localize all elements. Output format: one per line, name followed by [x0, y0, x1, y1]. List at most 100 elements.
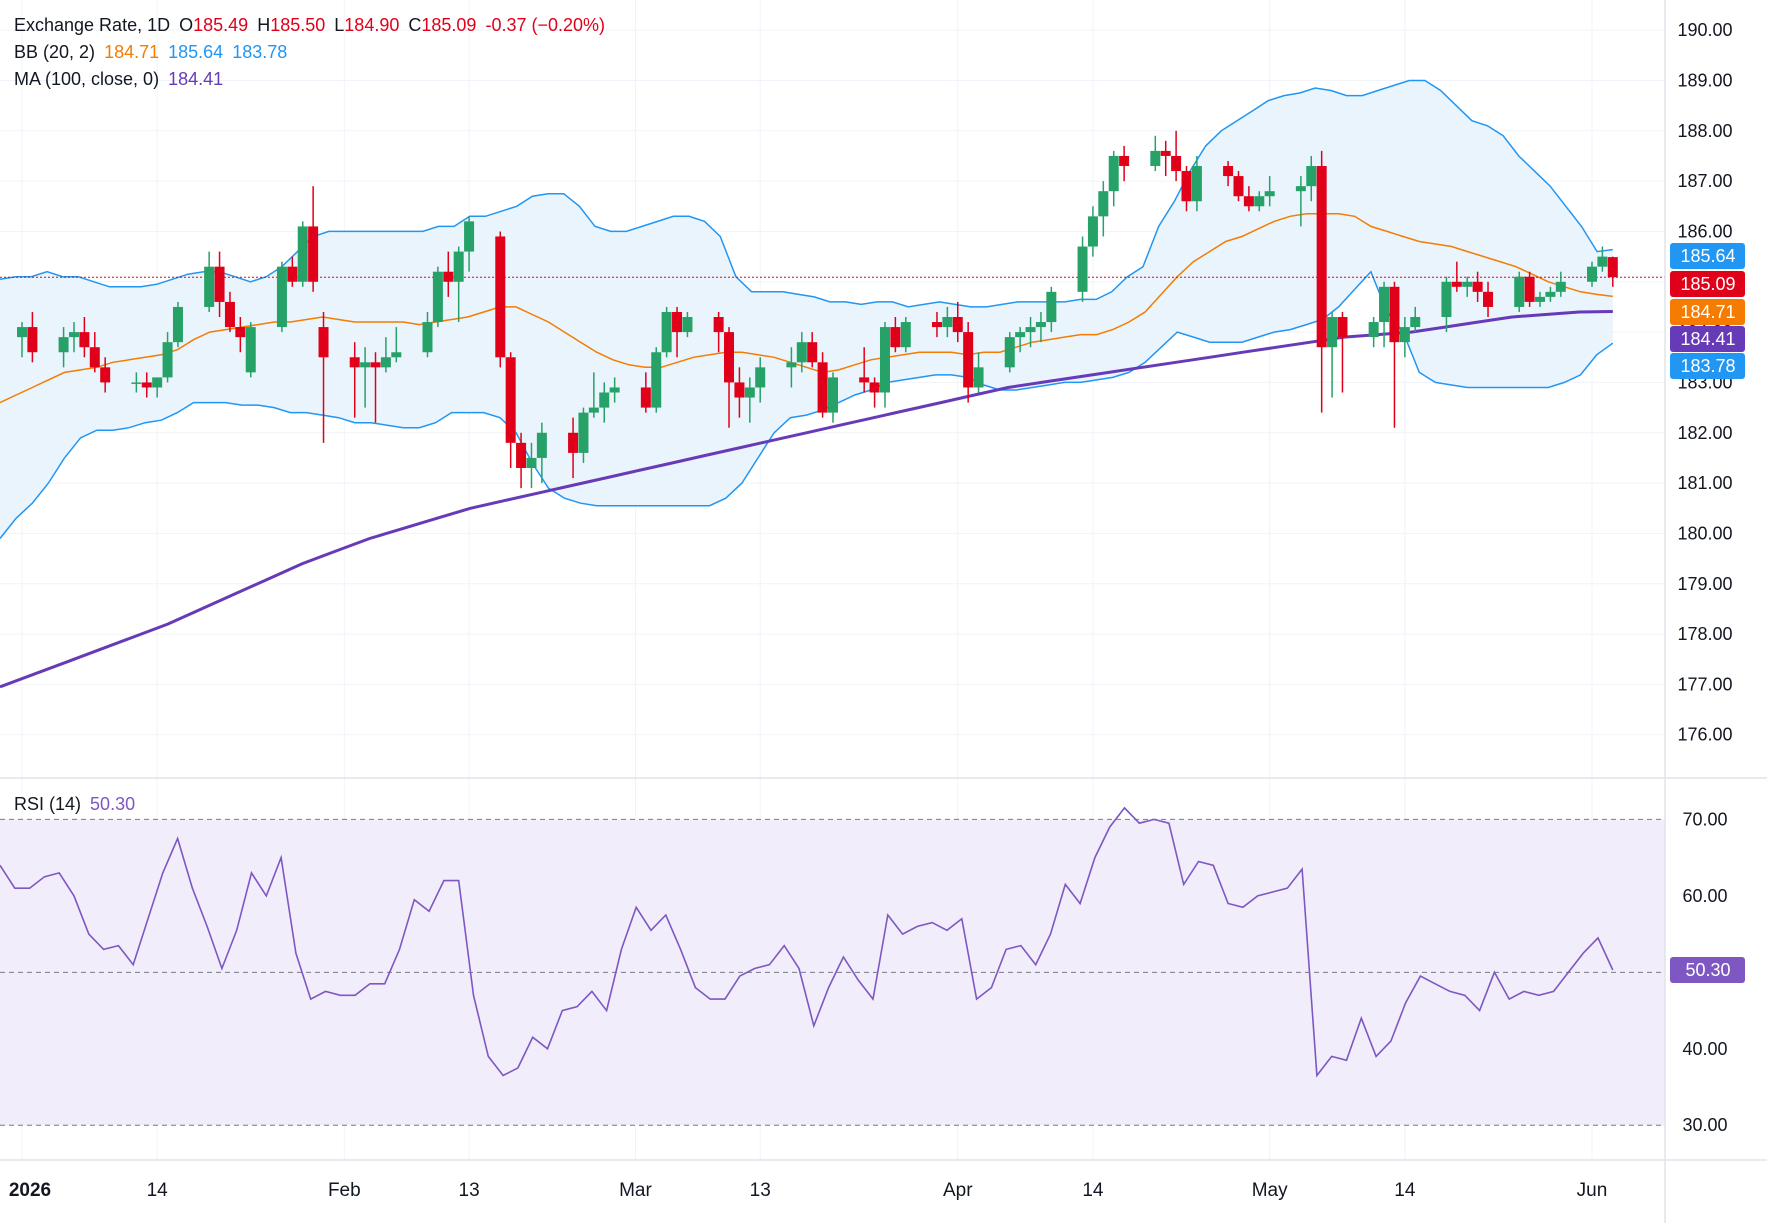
low-label: L: [334, 15, 345, 35]
candle-body-up: [1108, 155, 1119, 192]
rsi-tick-label: 60.00: [1682, 886, 1727, 906]
time-tick-label: 13: [750, 1180, 771, 1201]
candle-body-down: [1181, 171, 1192, 202]
price-tag-bb_lower: [1670, 353, 1745, 379]
candle-body-up: [1368, 322, 1379, 338]
candle-body-up: [1545, 291, 1556, 297]
candle-body-up: [297, 226, 308, 282]
close-label: C: [408, 15, 422, 35]
candle-body-down: [505, 357, 516, 443]
candle-body-up: [599, 392, 610, 408]
candle-body-up: [786, 362, 797, 368]
candle-body-up: [1087, 216, 1098, 247]
candle-body-up: [578, 412, 589, 453]
high-value: 185.50: [270, 15, 326, 35]
price-tick-label: 176.00: [1677, 725, 1732, 745]
candle-body-down: [568, 432, 579, 453]
candle-body-down: [952, 317, 963, 333]
legend-rsi: RSI (14) 50.30: [14, 793, 139, 815]
candle-body-up: [1046, 291, 1057, 323]
candle-body-up: [391, 352, 402, 358]
candle-body-up: [453, 251, 464, 282]
rsi-line: [0, 806, 1614, 1078]
candle-body-down: [1389, 286, 1400, 343]
candle-body-down: [1223, 166, 1234, 177]
candle-body-up: [1597, 256, 1608, 267]
rsi-tag-label: 50.30: [1685, 960, 1730, 980]
candle-body-up: [536, 432, 547, 458]
candle-body-up: [682, 317, 693, 333]
candle-body-up: [1399, 327, 1410, 343]
candle-body-up: [1015, 332, 1026, 338]
price-tick-label: 177.00: [1677, 674, 1732, 694]
candle-body-up: [1025, 327, 1036, 333]
candle-body-down: [640, 387, 651, 408]
legend-ma: MA (100, close, 0) 184.41: [14, 68, 227, 90]
price-tick-label: 182.00: [1677, 423, 1732, 443]
candle-body-up: [172, 306, 183, 343]
candle-body-up: [1254, 196, 1265, 207]
price-tick-label: 188.00: [1677, 121, 1732, 141]
candle-body-down: [370, 362, 381, 368]
candle-body-down: [318, 327, 329, 358]
chart-title: Exchange Rate, 1D: [14, 15, 171, 35]
candle-body-up: [1535, 296, 1546, 302]
candle-body-down: [235, 327, 246, 338]
candle-body-up: [58, 337, 69, 353]
time-tick-label: 14: [147, 1180, 169, 1201]
price-tick-label: 181.00: [1677, 473, 1732, 493]
candle-body-up: [1327, 317, 1338, 348]
legend-ohlc: Exchange Rate, 1D O185.49 H185.50 L184.9…: [14, 14, 609, 36]
time-tick-label: 13: [459, 1180, 480, 1201]
candle-body-down: [1316, 166, 1327, 348]
candle-body-up: [588, 407, 599, 413]
candle-body-up: [1191, 166, 1202, 202]
candle-body-down: [1243, 196, 1254, 207]
candle-body-down: [495, 236, 506, 358]
candle-body-up: [1295, 186, 1306, 192]
candle-body-up: [609, 387, 620, 393]
candle-body-up: [1035, 322, 1046, 328]
candle-body-up: [1587, 266, 1597, 282]
price-tick-label: 178.00: [1677, 624, 1732, 644]
rsi-tick-label: 40.00: [1682, 1039, 1727, 1059]
bb-upper-value: 185.64: [168, 42, 224, 62]
rsi-tick-label: 30.00: [1682, 1115, 1727, 1135]
candle-body-up: [661, 311, 672, 353]
candle-body-down: [79, 332, 90, 348]
candle-body-down: [931, 322, 942, 328]
candle-body-down: [672, 311, 683, 333]
candle-body-up: [276, 266, 287, 328]
candle-body-down: [1233, 176, 1244, 197]
candle-body-up: [1410, 317, 1421, 328]
candle-body-up: [152, 377, 163, 388]
candle-body-up: [464, 221, 475, 252]
candle-body-up: [755, 367, 766, 388]
price-tag-close: [1670, 271, 1745, 297]
bb-label: BB (20, 2): [14, 42, 96, 62]
low-value: 184.90: [344, 15, 400, 35]
candle-body-up: [204, 266, 215, 307]
price-tick-label: 179.00: [1677, 574, 1732, 594]
time-tick-label: May: [1252, 1180, 1288, 1201]
candle-body-up: [651, 352, 662, 408]
candle-body-up: [973, 367, 984, 388]
candle-body-down: [1171, 155, 1182, 172]
price-tag-label: 184.71: [1680, 302, 1735, 322]
high-label: H: [257, 15, 271, 35]
bb-lower-value: 183.78: [232, 42, 288, 62]
candle-body-down: [1483, 291, 1494, 307]
rsi-tick-label: 70.00: [1682, 809, 1727, 829]
bollinger-band-fill: [0, 80, 1613, 539]
price-tick-label: 186.00: [1677, 221, 1732, 241]
time-tick-label: 14: [1082, 1180, 1104, 1201]
price-tag-ma: [1670, 326, 1745, 352]
candle-body-down: [890, 327, 901, 348]
rsi-label: RSI (14): [14, 794, 82, 814]
candle-body-down: [141, 382, 152, 388]
candle-body-down: [1524, 276, 1535, 302]
price-tag-bb_mid: [1670, 299, 1745, 325]
candle-body-up: [1004, 337, 1015, 368]
candle-body-down: [817, 362, 828, 413]
